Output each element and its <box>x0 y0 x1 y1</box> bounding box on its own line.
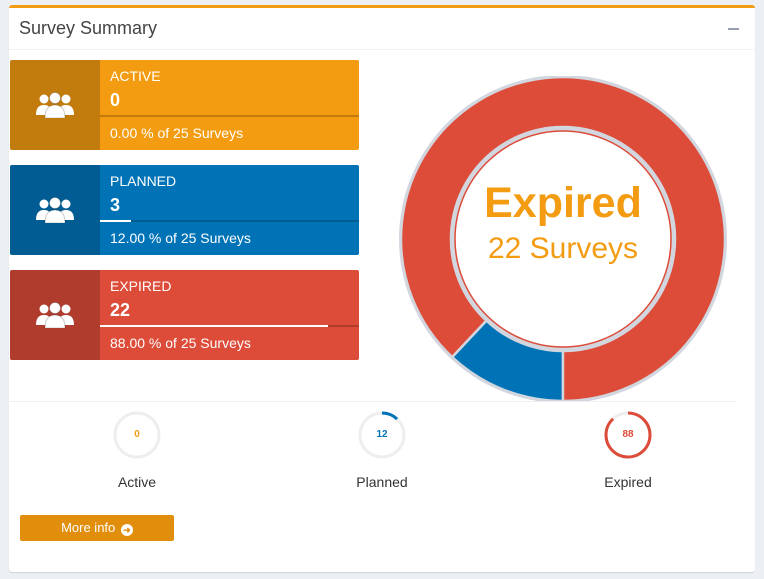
progress-bar <box>100 220 359 222</box>
info-box-active: ACTIVE 0 0.00 % of 25 Surveys <box>10 60 359 150</box>
progress-description: 0.00 % of 25 Surveys <box>110 125 244 141</box>
knob-arc <box>358 411 406 459</box>
knob-planned: 12 Planned <box>302 410 462 490</box>
info-box-icon-area <box>10 270 100 360</box>
info-box-number: 0 <box>110 90 121 110</box>
knob-label: Planned <box>356 474 408 490</box>
knob-value: 88 <box>622 429 634 440</box>
panel-header: Survey Summary <box>9 8 755 50</box>
progress-description: 12.00 % of 25 Surveys <box>110 230 251 246</box>
knob-expired: 88 Expired <box>548 410 708 490</box>
knob-ring <box>604 411 652 459</box>
knob-arc <box>604 411 652 459</box>
info-box-icon-area <box>10 60 100 150</box>
knob-label: Expired <box>604 474 652 490</box>
knob-ring <box>358 411 406 459</box>
info-box-icon-area <box>10 165 100 255</box>
donut-center-subtitle: 22 Surveys <box>487 232 639 265</box>
panel-title: Survey Summary <box>19 18 158 38</box>
users-icon <box>36 302 74 328</box>
arrow-circle-right-icon: ➜ <box>120 524 133 536</box>
info-box-label: EXPIRED <box>110 278 172 294</box>
knob-track <box>113 411 161 459</box>
knob-ring <box>113 411 161 459</box>
knob-value: 0 <box>134 429 140 440</box>
knob-value: 12 <box>376 429 388 440</box>
more-info-button[interactable]: More info ➜ <box>20 515 174 541</box>
info-box-number: 22 <box>110 300 131 320</box>
collapse-button[interactable] <box>723 14 745 36</box>
donut-center <box>454 130 672 348</box>
donut-center-title: Expired <box>484 179 642 227</box>
info-box-label: PLANNED <box>110 173 177 189</box>
knob-active: 0 Active <box>57 410 217 490</box>
info-box-number: 3 <box>110 195 121 215</box>
survey-donut-chart: Expired 22 Surveys <box>395 75 731 403</box>
info-box-expired: EXPIRED 22 88.00 % of 25 Surveys <box>10 270 359 360</box>
info-box-planned: PLANNED 3 12.00 % of 25 Surveys <box>10 165 359 255</box>
more-info-label: More info <box>61 520 116 535</box>
progress-fill <box>100 325 328 327</box>
donut-slice-expired[interactable] <box>399 75 727 403</box>
minus-icon <box>728 28 739 30</box>
section-divider <box>10 401 737 402</box>
users-icon <box>36 197 74 223</box>
donut-chart-svg <box>399 75 727 403</box>
users-icon <box>36 92 74 118</box>
info-box-label: ACTIVE <box>110 68 161 84</box>
progress-bar <box>100 115 359 117</box>
knob-label: Active <box>117 474 157 490</box>
progress-description: 88.00 % of 25 Surveys <box>110 335 251 351</box>
progress-bar <box>100 325 359 327</box>
progress-fill <box>100 220 132 222</box>
